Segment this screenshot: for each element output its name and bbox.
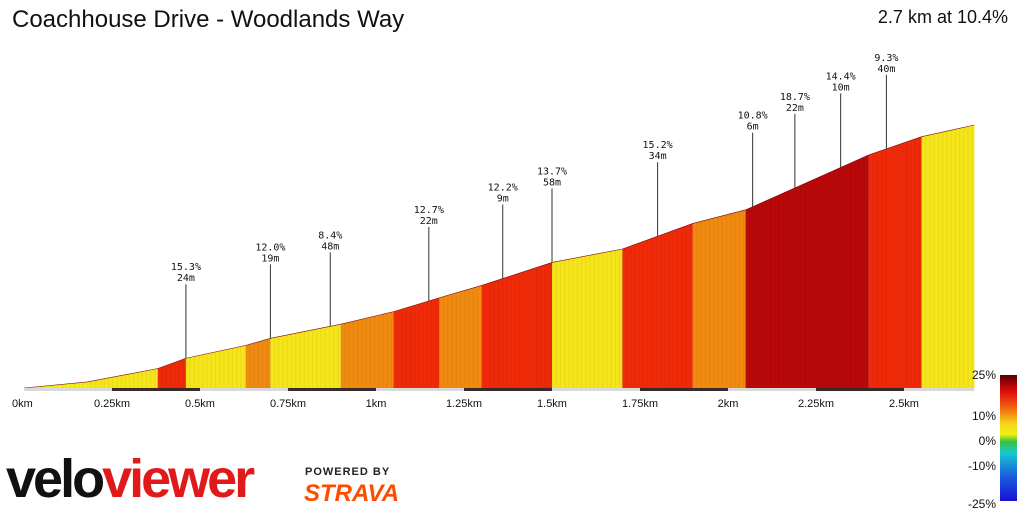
steep-section-annotations: 15.3%24m12.0%19m8.4%48m12.7%22m12.2%9m13…: [171, 53, 898, 359]
annotation-length-label: 24m: [177, 273, 195, 284]
profile-segment: [481, 262, 552, 388]
segment-summary: 2.7 km at 10.4%: [877, 7, 1008, 27]
profile-segment: [692, 209, 746, 388]
gradient-legend-label: 0%: [979, 434, 997, 448]
distance-tick-label: 0.5km: [185, 398, 215, 410]
segment-title: Coachhouse Drive - Woodlands Way: [12, 6, 405, 33]
powered-by-label: POWERED BY: [305, 466, 391, 478]
gradient-legend-bar: [1000, 375, 1017, 501]
distance-tick-label: 0.25km: [94, 398, 130, 410]
annotation-length-label: 10m: [832, 82, 850, 93]
annotation-gradient-label: 12.7%: [414, 205, 444, 216]
profile-segment: [340, 311, 394, 388]
profile-area: [24, 125, 975, 389]
profile-texture: [27, 125, 973, 388]
distance-tick-label: 0.75km: [270, 398, 306, 410]
distance-tick-label: 2.5km: [889, 398, 919, 410]
annotation-length-label: 40m: [877, 64, 895, 75]
profile-segment: [185, 345, 246, 388]
distance-tick-label: 2.25km: [798, 398, 834, 410]
profile-segment: [622, 223, 693, 388]
distance-tick-label: 1km: [366, 398, 387, 410]
annotation-length-label: 22m: [420, 216, 438, 227]
gradient-legend-label: -25%: [968, 497, 996, 511]
annotation-length-label: 58m: [543, 177, 561, 188]
profile-segment: [87, 368, 158, 388]
annotation-gradient-label: 14.4%: [826, 71, 856, 82]
profile-segment: [270, 324, 341, 388]
annotation-length-label: 19m: [261, 253, 279, 264]
distance-ticks: 0km 0.25km 0.5km 0.75km 1km 1.25km 1.5km 1.75km…: [12, 398, 919, 410]
profile-segment: [552, 248, 623, 388]
profile-segment: [439, 285, 482, 388]
distance-tick-label: 0km: [12, 398, 33, 410]
distance-tick-label: 2km: [718, 398, 739, 410]
annotation-length-label: 6m: [747, 122, 759, 133]
distance-tick-label: 1.25km: [446, 398, 482, 410]
annotation-gradient-label: 15.3%: [171, 262, 201, 273]
annotation-gradient-label: 8.4%: [318, 230, 342, 241]
annotation-gradient-label: 15.2%: [643, 140, 673, 151]
gradient-legend-label: 25%: [972, 368, 996, 382]
profile-segment: [745, 154, 869, 388]
annotation-gradient-label: 13.7%: [537, 166, 567, 177]
gradient-legend-label: -10%: [968, 459, 996, 473]
strava-logo: STRAVA: [304, 480, 400, 507]
distance-tick-label: 1.75km: [622, 398, 658, 410]
annotation-gradient-label: 18.7%: [780, 92, 810, 103]
profile-segment: [393, 297, 440, 388]
annotation-gradient-label: 9.3%: [874, 53, 898, 64]
annotation-length-label: 9m: [497, 194, 509, 205]
profile-segment: [921, 125, 975, 389]
profile-segment: [868, 136, 922, 388]
gradient-legend: 25% 10% 0% -10% -25%: [968, 368, 1017, 511]
veloviewer-logo: veloviewer: [6, 449, 255, 509]
profile-outline: [23, 124, 975, 389]
annotation-length-label: 48m: [321, 241, 339, 252]
annotation-gradient-label: 10.8%: [738, 111, 768, 122]
annotation-gradient-label: 12.0%: [255, 242, 285, 253]
annotation-gradient-label: 12.2%: [488, 183, 518, 194]
distance-tick-label: 1.5km: [537, 398, 567, 410]
profile-segment: [245, 338, 271, 388]
distance-axis: [24, 388, 975, 391]
annotation-length-label: 22m: [786, 103, 804, 114]
annotation-length-label: 34m: [649, 151, 667, 162]
gradient-legend-label: 10%: [972, 409, 996, 423]
profile-segment: [157, 358, 186, 388]
